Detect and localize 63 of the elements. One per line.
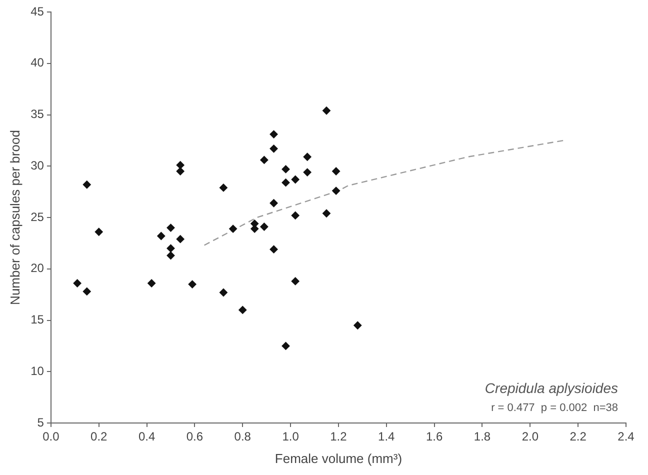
point bbox=[303, 168, 312, 176]
point bbox=[82, 287, 91, 296]
x-tick-label: 2.2 bbox=[570, 430, 587, 444]
point bbox=[270, 199, 278, 208]
point bbox=[322, 209, 330, 218]
point bbox=[282, 165, 290, 174]
point bbox=[229, 224, 238, 233]
point bbox=[291, 211, 300, 220]
x-tick-label: 0.6 bbox=[186, 430, 204, 444]
point bbox=[94, 228, 103, 236]
point bbox=[166, 244, 175, 252]
line-series bbox=[204, 140, 564, 246]
point bbox=[238, 306, 247, 314]
x-tick-label: 2.4 bbox=[618, 430, 635, 444]
point bbox=[188, 280, 196, 288]
point bbox=[82, 180, 91, 189]
point bbox=[270, 130, 278, 138]
point bbox=[354, 321, 362, 330]
point bbox=[291, 175, 300, 184]
point bbox=[219, 184, 228, 192]
y-tick-label: 20 bbox=[30, 261, 44, 276]
point bbox=[270, 144, 278, 153]
point bbox=[322, 106, 330, 115]
point bbox=[176, 167, 184, 176]
point bbox=[270, 245, 278, 254]
point bbox=[260, 222, 268, 231]
annotation: Crepidula aplysioides bbox=[484, 380, 618, 396]
x-tick-label: 0.4 bbox=[138, 430, 156, 444]
point bbox=[291, 277, 300, 286]
y-axis-title: Number of capsules per brood bbox=[7, 130, 22, 305]
x-tick-label: 0.2 bbox=[90, 430, 108, 444]
point bbox=[176, 161, 184, 170]
point bbox=[282, 178, 290, 187]
x-tick-label: 1.6 bbox=[426, 430, 443, 444]
point bbox=[332, 186, 340, 195]
point bbox=[282, 342, 290, 350]
y-tick-label: 45 bbox=[30, 4, 44, 18]
point bbox=[176, 235, 184, 244]
point bbox=[260, 156, 268, 164]
point bbox=[157, 232, 166, 240]
x-tick-label: 2.0 bbox=[522, 430, 539, 444]
x-tick-label: 1.0 bbox=[282, 430, 300, 444]
point bbox=[332, 167, 340, 176]
x-tick-label: 1.8 bbox=[474, 430, 491, 444]
x-axis-title: Female volume (mm³) bbox=[274, 450, 402, 466]
point bbox=[73, 279, 82, 288]
point bbox=[303, 152, 312, 161]
point bbox=[148, 279, 156, 288]
x-tick-label: 1.2 bbox=[330, 430, 348, 444]
y-tick-label: 35 bbox=[30, 107, 44, 122]
point bbox=[166, 224, 175, 232]
annotation: r = 0.477 p = 0.002 n=38 bbox=[491, 402, 618, 414]
y-tick-label: 30 bbox=[30, 158, 44, 172]
x-tick-label: 1.4 bbox=[378, 430, 396, 444]
y-tick-label: 25 bbox=[30, 210, 44, 224]
x-tick-label: 0.8 bbox=[234, 430, 252, 444]
y-tick-label: 10 bbox=[30, 364, 44, 378]
point bbox=[219, 288, 228, 297]
y-tick-label: 5 bbox=[37, 415, 44, 430]
point bbox=[166, 252, 175, 260]
y-tick-label: 15 bbox=[30, 312, 44, 327]
y-tick-label: 40 bbox=[30, 56, 44, 70]
x-tick-label: 0.0 bbox=[42, 430, 60, 444]
